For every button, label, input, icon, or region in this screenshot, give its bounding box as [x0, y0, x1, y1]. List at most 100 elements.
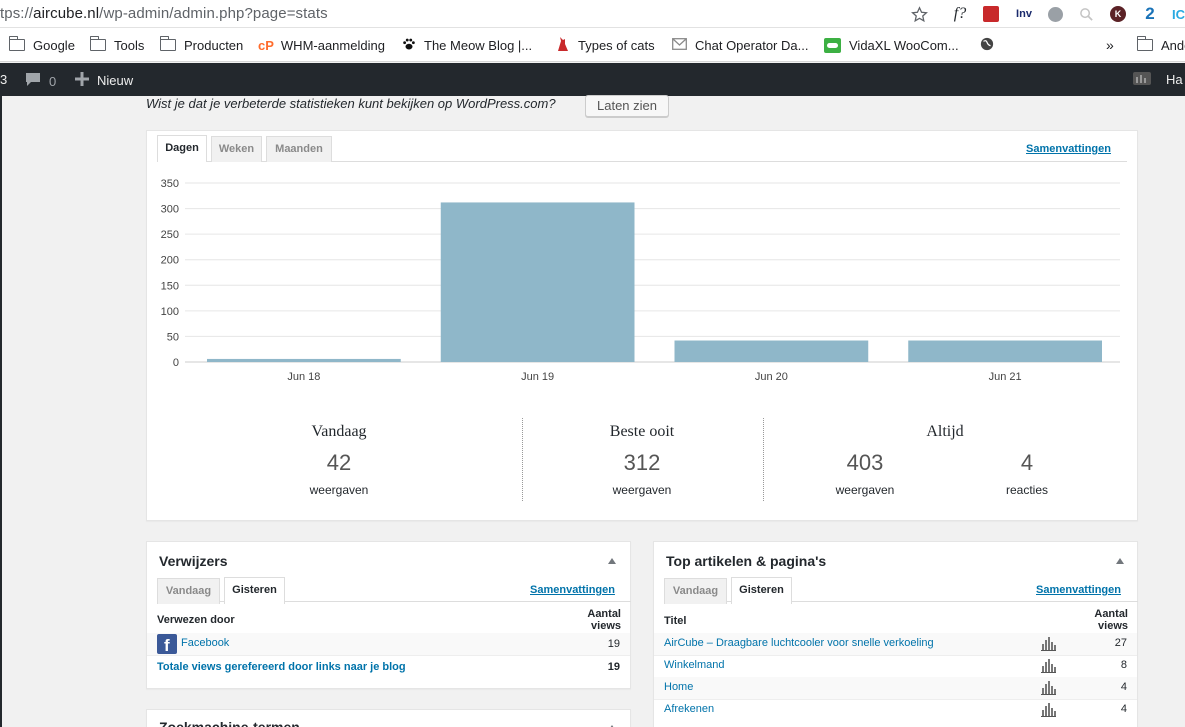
- post-stats-icon[interactable]: [1041, 680, 1056, 695]
- y-tick-label: 300: [161, 204, 179, 216]
- top-posts-box: Top artikelen & pagina's Vandaag Gistere…: [653, 541, 1138, 727]
- bookmark-globe[interactable]: [980, 36, 1002, 54]
- mail-icon: [672, 37, 687, 53]
- url-host: aircube.nl: [33, 5, 100, 22]
- extension-f-icon[interactable]: f?: [953, 5, 967, 22]
- new-content-menu[interactable]: Nieuw: [75, 72, 133, 89]
- url-path: /wp-admin/admin.php?page=stats: [99, 5, 328, 22]
- extension-search-icon[interactable]: [1077, 4, 1095, 24]
- col-views: Aantal views: [1094, 608, 1128, 632]
- table-row-bg: [147, 633, 630, 655]
- referrer-facebook-link[interactable]: Facebook: [181, 637, 230, 649]
- top-post-link[interactable]: Winkelmand: [664, 659, 725, 671]
- show-button[interactable]: Laten zien: [585, 95, 669, 117]
- col-title: Titel: [664, 615, 687, 627]
- bookmark-tools[interactable]: Tools: [89, 36, 144, 54]
- bar: [674, 340, 869, 362]
- tab-divider: [664, 601, 1138, 602]
- today-label: Vandaag: [311, 423, 367, 440]
- top-post-link[interactable]: Home: [664, 681, 694, 693]
- extension-2-icon[interactable]: 2: [1145, 4, 1155, 23]
- tab-today[interactable]: Vandaag: [664, 578, 727, 604]
- referrer-facebook-views: 19: [607, 638, 620, 650]
- improved-stats-notice: Wist je dat je verbeterde statistieken k…: [146, 96, 556, 111]
- y-tick-label: 0: [173, 357, 179, 369]
- today-unit: weergaven: [309, 483, 369, 497]
- comment-icon: [25, 72, 41, 90]
- search-terms-box: Zoekmachine-termen: [146, 709, 631, 727]
- tab-yesterday[interactable]: Gisteren: [224, 577, 285, 604]
- collapse-toggle-icon[interactable]: [608, 725, 616, 727]
- bookmark-star-icon[interactable]: [909, 4, 929, 24]
- top-posts-summaries-link[interactable]: Samenvattingen: [1036, 584, 1121, 596]
- bookmark-other[interactable]: Ande: [1136, 36, 1185, 54]
- top-post-link[interactable]: Afrekenen: [664, 703, 715, 715]
- collapse-toggle-icon[interactable]: [1116, 558, 1124, 564]
- summaries-link[interactable]: Samenvattingen: [1026, 143, 1111, 155]
- today-value: 42: [326, 450, 352, 475]
- bookmarks-bar: Google Tools Producten cP WHM-aanmelding …: [0, 28, 1185, 62]
- comments-menu[interactable]: 0: [25, 72, 56, 90]
- tab-days[interactable]: Dagen: [157, 135, 207, 162]
- alltime-views-unit: weergaven: [835, 483, 895, 497]
- stats-chart-icon[interactable]: [1133, 72, 1151, 88]
- tab-months[interactable]: Maanden: [266, 136, 332, 162]
- bookmark-whm[interactable]: cP WHM-aanmelding: [258, 37, 385, 53]
- y-tick-label: 50: [167, 331, 179, 343]
- folder-icon: [1136, 36, 1153, 51]
- alltime-comments-value: 4: [1020, 450, 1034, 475]
- tab-today[interactable]: Vandaag: [157, 578, 220, 604]
- extension-k-icon[interactable]: K: [1109, 4, 1127, 24]
- bookmark-vidaxl[interactable]: VidaXL WooCom...: [824, 36, 959, 54]
- admin-menu-edge: [0, 96, 2, 727]
- views-bar-chart: 0 50 100 150 200 250 300 350 Jun 18 Jun 19 Jun 20 J…: [147, 171, 1137, 391]
- tab-yesterday[interactable]: Gisteren: [731, 577, 792, 604]
- bar: [207, 358, 401, 362]
- table-row-bg: [654, 633, 1137, 655]
- total-referred-views-link[interactable]: Totale views gerefereerd door links naar…: [157, 661, 406, 673]
- y-tick-label: 150: [161, 280, 179, 292]
- tab-weeks[interactable]: Weken: [211, 136, 262, 162]
- plus-icon: [75, 72, 89, 89]
- bookmark-google[interactable]: Google: [8, 36, 75, 54]
- more-bookmarks-button[interactable]: »: [1106, 37, 1114, 53]
- tab-divider: [157, 161, 1127, 162]
- url-text[interactable]: tps://aircube.nl/wp-admin/admin.php?page…: [0, 5, 328, 22]
- x-tick-label: Jun 19: [521, 371, 554, 383]
- wp-admin-bar: 3 0 Nieuw Ha: [0, 63, 1185, 96]
- stats-panel: Dagen Weken Maanden Samenvattingen 0 50 10…: [146, 130, 1138, 521]
- referrers-box: Verwijzers Vandaag Gisteren Samenvatting…: [146, 541, 631, 689]
- top-post-link[interactable]: AirCube – Draagbare luchtcooler voor sne…: [664, 637, 934, 649]
- post-stats-icon[interactable]: [1041, 702, 1056, 717]
- top-post-views: 4: [1120, 703, 1127, 715]
- summary-divider: [763, 418, 764, 501]
- post-stats-icon[interactable]: [1041, 658, 1056, 673]
- referrers-title: Verwijzers: [159, 553, 228, 569]
- paw-icon: [402, 37, 416, 54]
- toggle-icon: [824, 36, 841, 54]
- updates-count[interactable]: 3: [0, 72, 8, 87]
- total-referred-views: 19: [607, 661, 620, 673]
- howdy-user-menu[interactable]: Ha: [1166, 72, 1183, 87]
- tab-divider: [157, 601, 631, 602]
- bookmark-chat-operator[interactable]: Chat Operator Da...: [672, 36, 808, 54]
- bookmark-producten[interactable]: Producten: [159, 36, 243, 54]
- col-views: Aantal views: [587, 608, 621, 632]
- alltime-comments-unit: reacties: [1005, 483, 1049, 497]
- search-terms-title: Zoekmachine-termen: [159, 719, 300, 727]
- referrers-summaries-link[interactable]: Samenvattingen: [530, 584, 615, 596]
- x-tick-label: Jun 18: [287, 371, 320, 383]
- x-tick-label: Jun 20: [755, 371, 788, 383]
- extension-ic-icon[interactable]: IC: [1172, 6, 1185, 22]
- bookmark-meow-blog[interactable]: The Meow Blog |...: [402, 36, 532, 54]
- extension-gray-icon[interactable]: [1046, 4, 1064, 24]
- browser-address-bar[interactable]: tps://aircube.nl/wp-admin/admin.php?page…: [0, 0, 1185, 28]
- post-stats-icon[interactable]: [1041, 636, 1056, 651]
- extension-red-icon[interactable]: [982, 4, 1000, 24]
- extension-inv-icon[interactable]: Inv: [1016, 8, 1032, 20]
- y-tick-label: 200: [161, 255, 179, 267]
- y-tick-label: 250: [161, 229, 179, 241]
- collapse-toggle-icon[interactable]: [608, 558, 616, 564]
- folder-icon: [159, 36, 176, 51]
- bookmark-types-of-cats[interactable]: Types of cats: [556, 36, 655, 54]
